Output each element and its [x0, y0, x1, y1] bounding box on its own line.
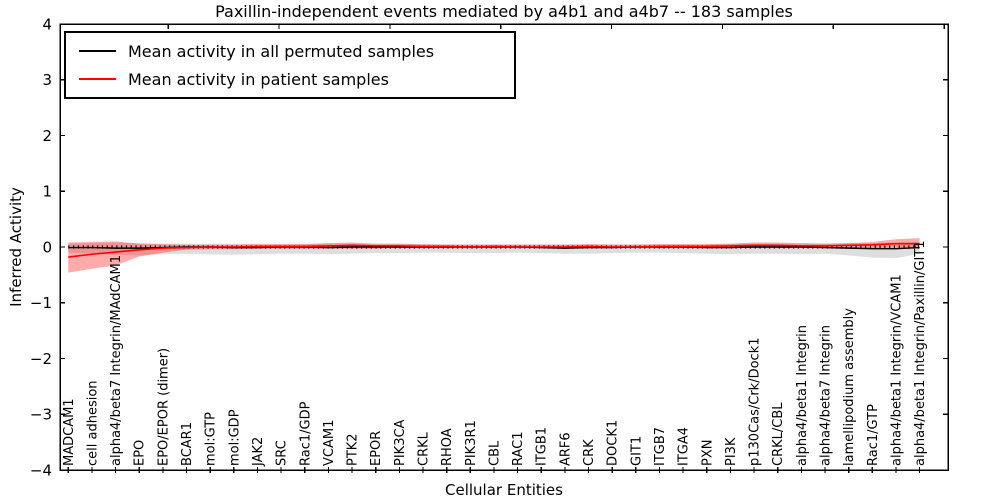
- y-tick-label: 0: [42, 238, 52, 256]
- x-tick-label: PIK3R1: [464, 420, 479, 466]
- x-tick-label: CRKL: [417, 431, 432, 466]
- x-tick-labels: MADCAM1 cell adhesion alpha4/beta7 Integri…: [62, 240, 928, 467]
- x-tick-label: PIK3CA: [393, 419, 408, 466]
- y-tick-label: −2: [30, 350, 52, 368]
- x-tick-label: PXN: [700, 440, 715, 466]
- x-tick-label: alpha4/beta7 Integrin/MAdCAM1: [109, 255, 124, 466]
- x-tick-label: mol:GTP: [204, 412, 219, 466]
- x-tick-label: RHOA: [440, 428, 455, 466]
- x-tick-label: EPOR: [369, 431, 384, 466]
- x-tick-label: PTK2: [346, 433, 361, 466]
- x-tick-label: BCAR1: [180, 422, 195, 466]
- legend-line-permuted: [79, 50, 116, 52]
- legend-row-permuted: Mean activity in all permuted samples: [66, 37, 514, 65]
- y-tick-label: −4: [30, 461, 52, 479]
- legend-label-permuted: Mean activity in all permuted samples: [128, 41, 435, 61]
- x-tick-label: VCAM1: [322, 420, 337, 466]
- x-tick-label: alpha4/beta1 Integrin/VCAM1: [889, 274, 904, 466]
- x-tick-label: DOCK1: [606, 420, 621, 466]
- chart-title: Paxillin-independent events mediated by …: [215, 2, 793, 21]
- confidence-bands: [68, 238, 920, 273]
- x-tick-label: EPO: [133, 440, 148, 466]
- x-tick-label: alpha4/beta7 Integrin: [819, 325, 834, 466]
- y-tick-label: 2: [42, 127, 52, 145]
- x-tick-label: ITGB7: [653, 427, 668, 466]
- band-patient-samples-band: [68, 238, 920, 273]
- x-tick-label: alpha4/beta1 Integrin/Paxillin/GIT1: [913, 240, 928, 466]
- x-tick-label: ITGB1: [535, 427, 550, 466]
- x-tick-label: Rac1/GTP: [866, 404, 881, 466]
- x-tick-label: GIT1: [629, 436, 644, 466]
- y-tick-label: 4: [42, 15, 52, 33]
- series-line-1: [68, 242, 920, 258]
- x-tick-label: p130Cas/Crk/Dock1: [748, 337, 763, 466]
- x-tick-label: CBL: [487, 440, 502, 466]
- legend: Mean activity in all permuted samples Me…: [64, 31, 516, 99]
- x-tick-label: EPO/EPOR (dimer): [156, 348, 171, 466]
- x-tick-label: PI3K: [724, 437, 739, 466]
- y-tick-labels: 4 3 2 1 0 −1 −2 −3 −4: [30, 15, 52, 479]
- x-tick-label: CRKL/CBL: [771, 402, 786, 466]
- x-tick-label: JAK2: [251, 437, 266, 467]
- x-tick-label: mol:GDP: [227, 409, 242, 466]
- legend-label-patient: Mean activity in patient samples: [128, 69, 389, 89]
- x-tick-label: ARF6: [558, 432, 573, 466]
- x-tick-label: RAC1: [511, 431, 526, 466]
- x-axis-label: Cellular Entities: [445, 481, 563, 499]
- y-tick-label: −1: [30, 294, 52, 312]
- x-tick-label: Rac1/GDP: [298, 401, 313, 466]
- x-tick-label: alpha4/beta1 Integrin: [795, 325, 810, 466]
- x-tick-label: CRK: [582, 439, 597, 466]
- x-tick-label: SRC: [275, 440, 290, 466]
- x-tick-label: cell adhesion: [85, 380, 100, 466]
- x-tick-label: ITGA4: [677, 427, 692, 466]
- y-tick-label: 1: [42, 183, 52, 201]
- legend-line-patient: [79, 78, 116, 80]
- y-tick-label: −3: [30, 406, 52, 424]
- x-tick-label: MADCAM1: [62, 398, 77, 466]
- legend-row-patient: Mean activity in patient samples: [66, 65, 514, 93]
- y-tick-label: 3: [42, 71, 52, 89]
- x-tick-label: lamellipodium assembly: [842, 308, 857, 466]
